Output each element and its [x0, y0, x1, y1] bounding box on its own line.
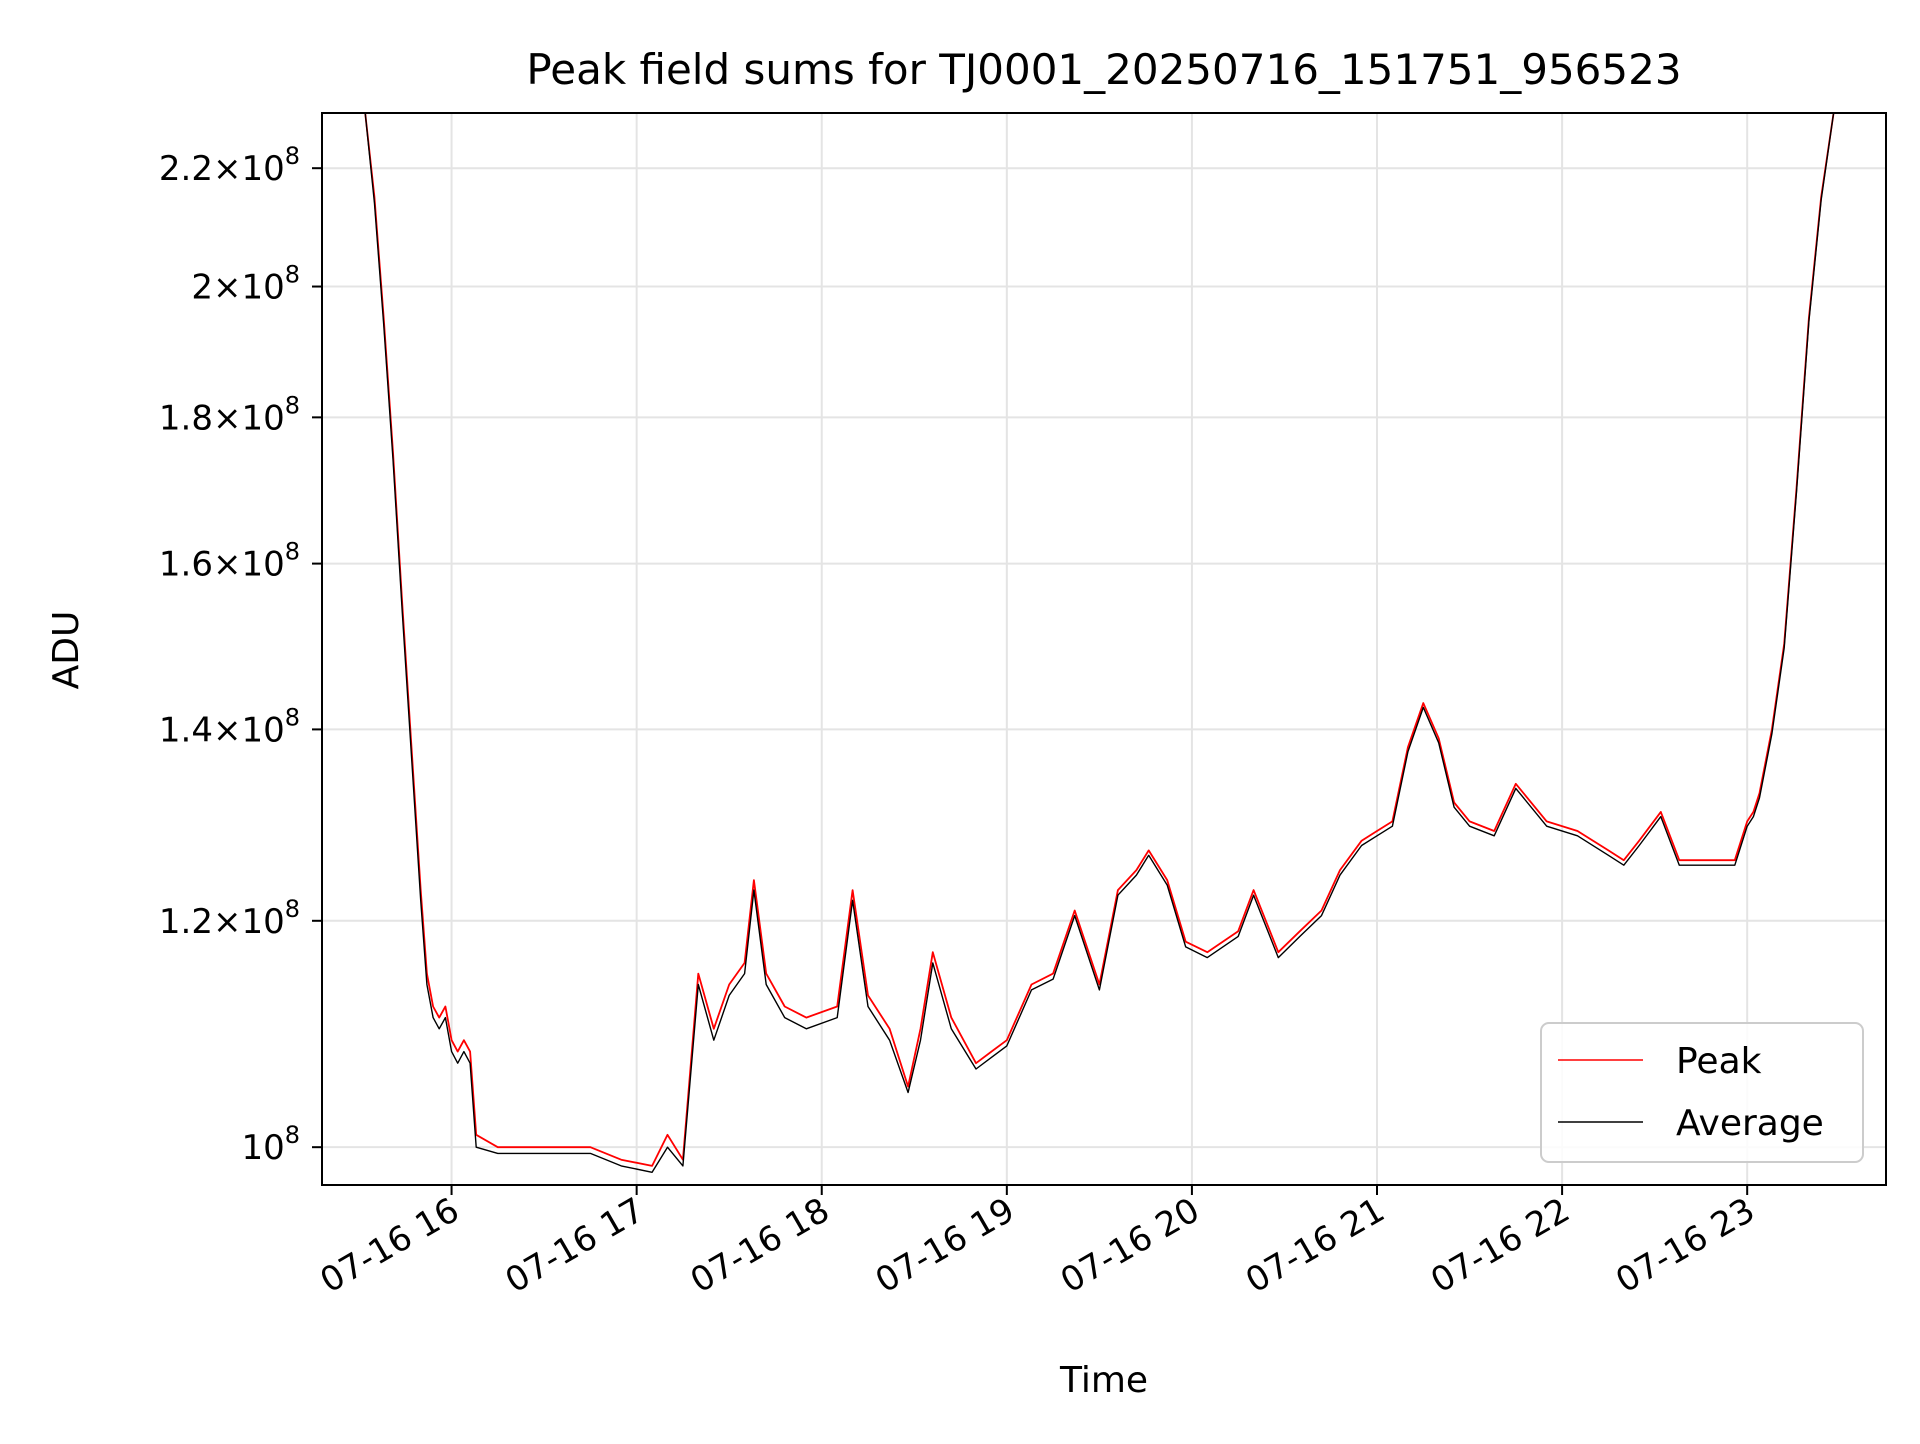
y-axis-label: ADU [46, 611, 87, 690]
legend-label-peak: Peak [1676, 1041, 1762, 1082]
legend: Peak Average [1540, 1022, 1864, 1163]
y-tick-label: 2×108 [191, 261, 300, 308]
y-tick-label: 1.2×108 [159, 895, 300, 942]
series-lines [364, 113, 1835, 1174]
x-axis-label: Time [1059, 1360, 1148, 1401]
series-line-average [364, 113, 1835, 1174]
legend-label-average: Average [1676, 1103, 1824, 1144]
y-tick-label: 1.4×108 [159, 703, 300, 750]
y-tick-label: 2.2×108 [159, 142, 300, 189]
plot-frame [321, 112, 1887, 1186]
y-tick-label: 108 [241, 1121, 300, 1168]
series-line-peak [364, 113, 1835, 1167]
y-axis: 108 1.2×108 1.4×108 1.6×108 1.8×108 2×108 2.2×… [159, 142, 322, 1168]
y-tick-label: 1.6×108 [159, 538, 300, 585]
chart-title: Peak field sums for TJ0001_20250716_1517… [526, 45, 1681, 94]
legend-box [1540, 1022, 1864, 1163]
y-tick-label: 1.8×108 [159, 391, 300, 438]
